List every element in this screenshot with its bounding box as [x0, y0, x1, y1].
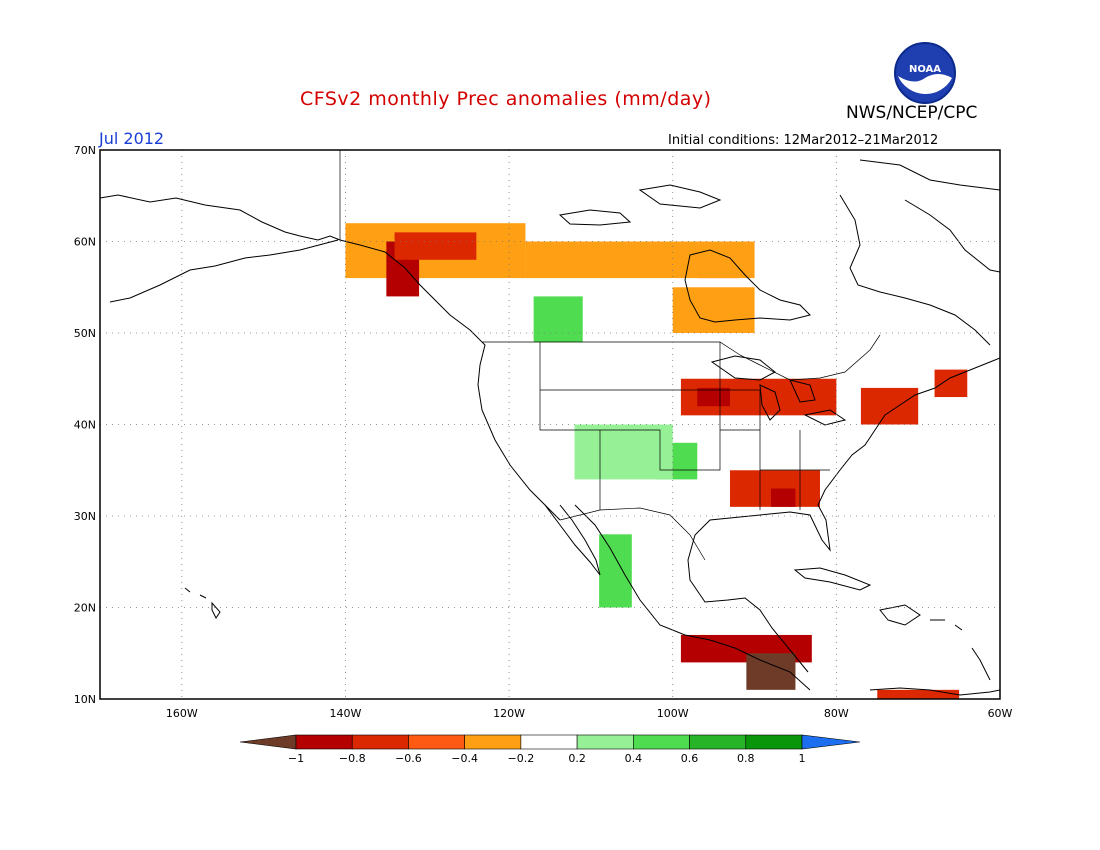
anomaly-fields — [345, 223, 968, 699]
longitude-labels: 160W 140W 120W 100W 80W 60W — [166, 707, 1013, 720]
noaa-logo-icon: NOAA — [894, 42, 956, 104]
colorbar-label: −1 — [288, 752, 304, 765]
lat-tick-label: 10N — [74, 693, 96, 706]
colorbar-high-arrow — [801, 734, 861, 750]
lat-tick-label: 50N — [74, 327, 96, 340]
colorbar-segment — [689, 734, 747, 750]
forecast-month: Jul 2012 — [99, 129, 165, 148]
colorbar-segment — [745, 734, 803, 750]
colorbar-label: 0.2 — [568, 752, 586, 765]
anomaly-region-11 — [770, 488, 796, 507]
lon-tick-label: 160W — [166, 707, 198, 720]
initial-conditions: Initial conditions: 12Mar2012–21Mar2012 — [668, 133, 939, 148]
anomaly-region-16 — [746, 653, 796, 690]
colorbar-label: 0.6 — [681, 752, 699, 765]
colorbar-label: −0.6 — [395, 752, 422, 765]
colorbar-label: −0.2 — [508, 752, 535, 765]
colorbar-segment — [576, 734, 634, 750]
colorbar-segment — [633, 734, 690, 750]
map-frame — [99, 149, 1001, 700]
colorbar-segment — [520, 734, 578, 750]
anomaly-region-4 — [525, 241, 755, 279]
colorbar-segment — [351, 734, 409, 750]
lat-tick-label: 60N — [74, 236, 96, 249]
colorbar-segment — [295, 734, 353, 750]
colorbar: −1 −0.8 −0.6 −0.4 −0.2 0.2 0.4 0.6 0.8 1 — [239, 734, 861, 765]
anomaly-region-18 — [934, 369, 968, 398]
anomaly-region-6 — [533, 296, 583, 343]
anomaly-region-5 — [672, 287, 755, 333]
colorbar-label: 1 — [799, 752, 806, 765]
graticule — [100, 150, 1000, 699]
colorbar-label: 0.8 — [737, 752, 755, 765]
colorbar-label: −0.4 — [451, 752, 478, 765]
coastlines — [100, 159, 1000, 696]
agency-label: NWS/NCEP/CPC — [846, 103, 978, 123]
lat-tick-label: 30N — [74, 510, 96, 523]
anomaly-region-2 — [394, 232, 477, 260]
lon-tick-label: 80W — [824, 707, 849, 720]
lon-tick-label: 100W — [657, 707, 689, 720]
anomaly-region-9 — [860, 387, 919, 425]
lat-tick-label: 20N — [74, 602, 96, 615]
colorbar-segment — [408, 734, 465, 750]
anomaly-region-17 — [877, 689, 960, 699]
lat-tick-label: 70N — [74, 144, 96, 157]
colorbar-label: −0.8 — [339, 752, 366, 765]
colorbar-segment — [464, 734, 522, 750]
lat-tick-label: 40N — [74, 419, 96, 432]
lon-tick-label: 140W — [330, 707, 362, 720]
latitude-labels: 70N 60N 50N 40N 30N 20N 10N — [74, 144, 96, 706]
anomaly-region-13 — [574, 424, 673, 480]
colorbar-low-arrow — [239, 734, 297, 750]
colorbar-label: 0.4 — [625, 752, 643, 765]
political-borders — [339, 150, 881, 561]
anomaly-region-8 — [697, 387, 730, 407]
anomaly-region-14 — [599, 534, 632, 608]
logo-text: NOAA — [909, 64, 941, 75]
map-title: CFSv2 monthly Prec anomalies (mm/day) — [300, 88, 712, 110]
lon-tick-label: 60W — [988, 707, 1013, 720]
lon-tick-label: 120W — [493, 707, 525, 720]
